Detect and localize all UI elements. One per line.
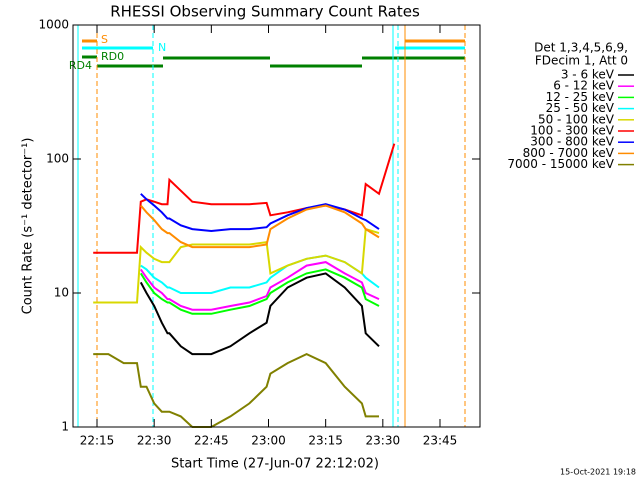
y-tick-label: 1000 [38, 18, 69, 32]
x-tick-label: 23:15 [308, 434, 343, 448]
x-tick-label: 22:30 [137, 434, 172, 448]
series-line [139, 261, 380, 311]
x-tick-label: 22:45 [194, 434, 229, 448]
annotation: S [101, 33, 108, 46]
annotation: RD4 [69, 59, 92, 72]
x-tick-label: 23:30 [366, 434, 401, 448]
state-bars [82, 39, 465, 68]
legend-label: 25 - 50 keV [546, 101, 615, 115]
legend-label: 3 - 6 keV [561, 68, 615, 82]
legend-label: 300 - 800 keV [530, 135, 614, 149]
series-line [93, 227, 380, 304]
legend-label: 100 - 300 keV [530, 124, 614, 138]
series-line [140, 204, 380, 249]
y-tick-label: 10 [54, 286, 69, 300]
legend-label: 12 - 25 keV [546, 90, 615, 104]
x-tick-label: 23:45 [423, 434, 458, 448]
annotation: RD0 [101, 50, 124, 63]
x-tick-label: 23:00 [251, 434, 286, 448]
legend-label: 800 - 7000 keV [523, 146, 615, 160]
legend-header: FDecim 1, Att 0 [535, 54, 628, 68]
x-tick-label: 22:15 [80, 434, 115, 448]
series-line [140, 193, 380, 233]
footer: 15-Oct-2021 19:18 [560, 468, 636, 477]
legend-label: 6 - 12 keV [553, 79, 615, 93]
legend-header: Det 1,3,4,5,6,9, [534, 41, 628, 55]
chart-title: RHESSI Observing Summary Count Rates [110, 3, 420, 21]
legend-label: 7000 - 15000 keV [507, 157, 614, 171]
y-tick-label: 100 [46, 152, 69, 166]
series-line [139, 268, 380, 315]
event-lines [77, 25, 466, 427]
annotation: N [158, 41, 166, 54]
y-axis-label: Count Rate (s⁻¹ detector⁻¹) [21, 138, 36, 315]
legend-label: 50 - 100 keV [538, 112, 615, 126]
series-line [139, 272, 380, 356]
y-tick-label: 1 [61, 420, 69, 434]
x-axis-label: Start Time (27-Jun-07 22:12:02) [171, 457, 379, 472]
plot-frame [72, 24, 481, 428]
